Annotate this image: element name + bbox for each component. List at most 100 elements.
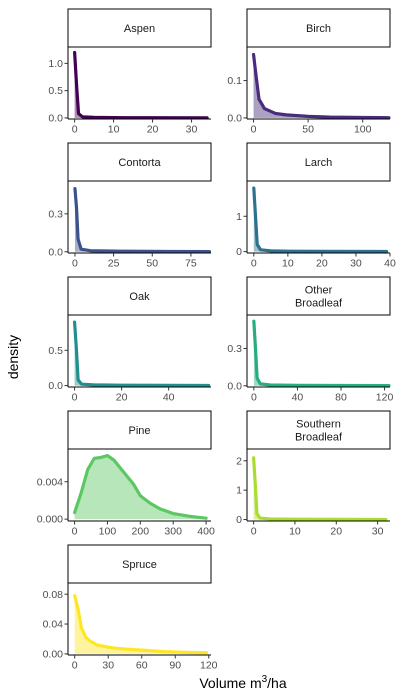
x-tick-label: 10: [108, 124, 120, 136]
x-tick-label: 30: [372, 526, 384, 538]
facet-strip: [67, 410, 212, 450]
facet-strip-label: Broadleaf: [295, 432, 343, 444]
y-tick-label: 0.00: [43, 648, 64, 660]
x-tick-label: 20: [316, 258, 328, 270]
facet-strip-label: Aspen: [124, 23, 155, 35]
facet-strip-label: Spruce: [122, 559, 157, 571]
x-tick-label: 25: [108, 258, 120, 270]
x-tick-label: 50: [302, 124, 314, 136]
facet-strip: [246, 8, 391, 48]
x-tick-label: 60: [136, 660, 148, 672]
facet-strip: [246, 276, 391, 316]
x-tick-label: 200: [132, 526, 150, 538]
facet-larch: Larch 0 10 20 30 40 0 1: [236, 142, 396, 270]
y-tick-label: 0.004: [37, 476, 63, 488]
x-tick-label: 0: [72, 660, 78, 672]
x-tick-label: 0: [251, 124, 257, 136]
x-tick-label: 20: [330, 526, 342, 538]
y-tick-label: 0.0: [227, 112, 242, 124]
x-tick-label: 10: [289, 526, 301, 538]
density-line-contorta: [73, 186, 212, 254]
x-tick-label: 20: [116, 392, 128, 404]
density-area-larch: [253, 188, 387, 252]
x-tick-label: 50: [146, 258, 158, 270]
facet-strip-label: Other: [305, 285, 333, 297]
x-tick-label: 0: [251, 526, 257, 538]
x-tick-label: 120: [200, 660, 218, 672]
x-axis-title-main: Volume m: [199, 675, 261, 691]
facet-oak: Oak 0 20 40 0.0 0.5: [48, 276, 212, 404]
density-area-pine: [74, 455, 207, 520]
facet-strip-label: Contorta: [118, 157, 161, 169]
y-tick-label: 0.0: [48, 246, 63, 258]
y-tick-label: 0.08: [43, 589, 64, 601]
x-tick-label: 75: [185, 258, 197, 270]
y-tick-label: 0.1: [227, 75, 242, 87]
y-axis-title: density: [5, 335, 21, 379]
y-tick-label: 0.000: [37, 514, 63, 526]
y-tick-label: 0.5: [48, 85, 63, 97]
y-tick-label: 1: [236, 485, 242, 497]
facet-birch: Birch 0 50 100 0.0 0.1: [227, 8, 391, 136]
y-tick-label: 0: [236, 246, 242, 258]
x-tick-label: 30: [102, 660, 114, 672]
y-tick-label: 0: [236, 514, 242, 526]
facet-strip: [67, 544, 212, 584]
facet-strip: [67, 8, 212, 48]
x-tick-label: 0: [72, 124, 78, 136]
y-tick-label: 0.5: [48, 345, 63, 357]
facet-strip: [67, 276, 212, 316]
facet-strip-label: Southern: [296, 419, 341, 431]
facet-strip-label: Oak: [129, 291, 150, 303]
y-tick-label: 0.0: [48, 380, 63, 392]
facet-contorta: Contorta 0 25 50 75 0.0 0.3: [48, 142, 212, 270]
x-tick-label: 400: [197, 526, 215, 538]
y-tick-label: 1.0: [48, 58, 63, 70]
density-line-southern-broadleaf: [252, 456, 388, 522]
density-line-oak: [72, 320, 211, 388]
facet-strip-label: Pine: [128, 425, 150, 437]
x-tick-label: 20: [147, 124, 159, 136]
x-axis-title-superscript: 3: [262, 674, 268, 685]
x-axis-title: Volume m3/ha: [199, 674, 286, 691]
density-line-birch: [251, 52, 391, 120]
facet-aspen: Aspen 0 10 20 30 0.0 0.5 1.0: [48, 8, 212, 136]
facet-spruce: Spruce 0 30 60 90 120 0.00 0.04 0.08: [43, 544, 218, 672]
density-area-other-broadleaf: [253, 321, 389, 386]
x-tick-label: 0: [251, 258, 257, 270]
y-tick-label: 0.3: [48, 208, 63, 220]
y-tick-label: 0.0: [48, 113, 63, 125]
density-area-aspen: [74, 52, 208, 118]
x-tick-label: 30: [186, 124, 198, 136]
y-tick-label: 0.04: [43, 619, 64, 631]
x-tick-label: 0: [72, 258, 78, 270]
x-tick-label: 100: [99, 526, 117, 538]
density-area-southern-broadleaf: [253, 457, 386, 520]
facet-strip: [246, 142, 391, 182]
facet-pine: Pine 0 100 200 300 400 0.000 0.004: [37, 410, 215, 538]
x-tick-label: 90: [169, 660, 181, 672]
density-line-larch: [252, 186, 389, 254]
density-area-contorta: [74, 188, 210, 252]
x-tick-label: 40: [292, 392, 304, 404]
facet-strip-label: Birch: [306, 23, 331, 35]
density-line-spruce: [73, 594, 209, 655]
y-tick-label: 0.3: [227, 343, 242, 355]
facet-strip: [246, 410, 391, 450]
x-tick-label: 40: [163, 392, 175, 404]
density-line-aspen: [73, 50, 209, 120]
x-tick-label: 0: [251, 392, 257, 404]
x-tick-label: 0: [72, 526, 78, 538]
facet-strip-label: Larch: [305, 157, 333, 169]
facet-strip: [67, 142, 212, 182]
y-tick-label: 1: [236, 211, 242, 223]
y-tick-label: 0.0: [227, 380, 242, 392]
density-line-pine: [72, 453, 208, 520]
x-tick-label: 80: [335, 392, 347, 404]
density-area-oak: [74, 322, 209, 386]
x-tick-label: 300: [164, 526, 182, 538]
